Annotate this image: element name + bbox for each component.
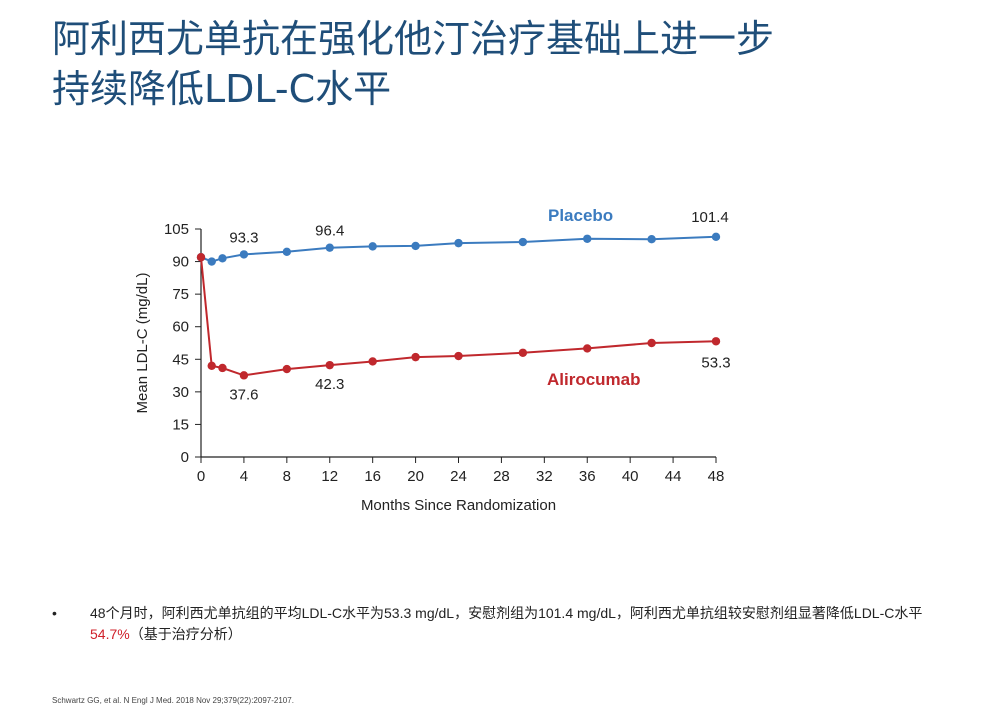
x-tick-label: 48: [708, 468, 725, 485]
data-point-placebo: [325, 243, 334, 252]
data-point-placebo: [711, 232, 721, 242]
data-label: 42.3: [315, 376, 344, 393]
x-tick-label: 44: [665, 468, 682, 485]
data-point-placebo: [207, 257, 216, 266]
data-point-alirocumab: [411, 352, 420, 362]
data-point-alirocumab: [454, 351, 463, 361]
x-tick-label: 0: [197, 468, 205, 485]
y-tick-label: 90: [172, 254, 189, 271]
data-point-placebo: [454, 238, 463, 248]
data-point-placebo: [282, 247, 292, 256]
x-tick-label: 24: [450, 468, 467, 485]
x-tick-label: 32: [536, 468, 553, 485]
page-title: 阿利西尤单抗在强化他汀治疗基础上进一步 持续降低LDL-C水平: [52, 14, 952, 114]
x-tick-label: 40: [622, 468, 639, 485]
y-tick-label: 105: [164, 221, 189, 238]
bullet-text-tail: （基于治疗分析）: [129, 626, 242, 642]
y-tick-label: 45: [172, 351, 189, 368]
data-point-placebo: [218, 254, 227, 263]
series-label-placebo: Placebo: [548, 206, 613, 225]
data-point-alirocumab: [368, 357, 377, 366]
bullet-marker: •: [52, 605, 57, 621]
data-point-placebo: [518, 237, 528, 247]
bullet-highlight: 54.7%: [90, 626, 130, 642]
x-tick-label: 8: [283, 468, 291, 485]
y-tick-label: 30: [172, 384, 189, 401]
data-label: 37.6: [229, 386, 258, 403]
data-label: 101.4: [691, 209, 729, 226]
x-tick-label: 20: [407, 468, 424, 485]
data-label: 93.3: [229, 229, 258, 246]
data-point-alirocumab: [282, 364, 292, 374]
y-tick-label: 60: [172, 319, 189, 336]
y-tick-label: 0: [181, 449, 189, 466]
x-tick-label: 16: [364, 468, 381, 485]
data-point-alirocumab: [207, 361, 216, 370]
data-point-alirocumab: [239, 371, 249, 380]
data-point-placebo: [411, 241, 420, 251]
x-tick-label: 4: [240, 468, 248, 485]
x-tick-label: 28: [493, 468, 510, 485]
data-point-alirocumab: [711, 337, 721, 346]
data-point-alirocumab: [196, 253, 206, 262]
data-point-alirocumab: [518, 348, 528, 357]
data-point-placebo: [647, 235, 656, 244]
data-label: 53.3: [701, 354, 730, 371]
title-line-1: 阿利西尤单抗在强化他汀治疗基础上进一步: [52, 17, 775, 61]
ldl-chart: 0 15 30 45 60 75 90 105 0 4 8 12 16 20 24 28 32 36 40 44 48 M…: [120, 195, 760, 525]
y-tick-label: 15: [172, 416, 189, 433]
data-label: 96.4: [315, 223, 344, 240]
citation: Schwartz GG, et al. N Engl J Med. 2018 N…: [52, 696, 294, 705]
x-tick-label: 36: [579, 468, 596, 485]
data-point-alirocumab: [218, 363, 227, 373]
data-point-alirocumab: [325, 360, 334, 370]
x-tick-label: 12: [321, 468, 338, 485]
data-point-alirocumab: [647, 338, 656, 348]
series-label-alirocumab: Alirocumab: [547, 370, 641, 389]
y-tick-label: 75: [172, 286, 189, 303]
bullet-point: • 48个月时，阿利西尤单抗组的平均LDL-C水平为53.3 mg/dL，安慰剂…: [52, 603, 932, 645]
data-point-placebo: [368, 242, 377, 251]
x-axis-label: Months Since Randomization: [361, 497, 556, 514]
y-axis-label: Mean LDL-C (mg/dL): [134, 273, 151, 414]
data-point-placebo: [583, 234, 592, 243]
title-line-2: 持续降低LDL-C水平: [52, 67, 392, 111]
bullet-text: 48个月时，阿利西尤单抗组的平均LDL-C水平为53.3 mg/dL，安慰剂组为…: [90, 603, 932, 645]
data-point-placebo: [239, 250, 249, 259]
bullet-text-main: 48个月时，阿利西尤单抗组的平均LDL-C水平为53.3 mg/dL，安慰剂组为…: [90, 605, 923, 621]
data-point-alirocumab: [583, 344, 592, 353]
